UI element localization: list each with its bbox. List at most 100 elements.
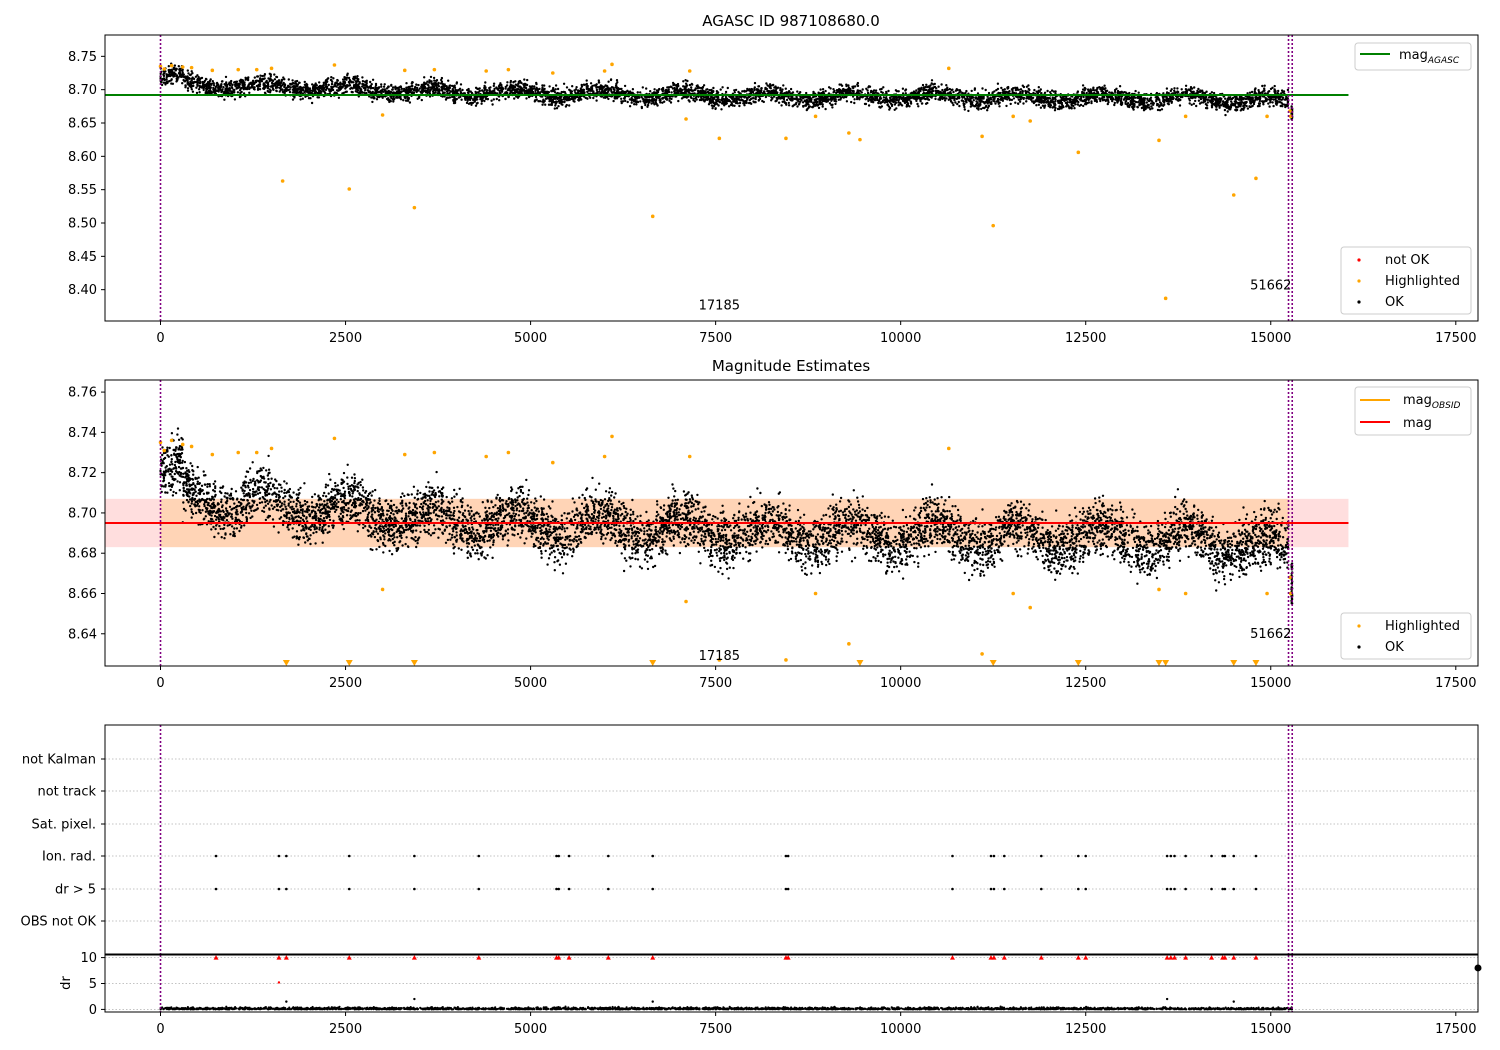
panel1-highlighted-point xyxy=(1163,296,1168,301)
panel2-xtick-label: 12500 xyxy=(1065,676,1106,691)
panel1-highlighted-point xyxy=(402,68,407,73)
flag-point xyxy=(1254,887,1258,891)
flag-point xyxy=(1002,887,1006,891)
panel4-ytick-label: 0 xyxy=(89,1003,97,1018)
flag-point xyxy=(1223,887,1227,891)
panel-dr: 0 2500 5000 7500 10000 12500 15000 17500 0 5 10 dr xyxy=(59,951,1482,1037)
panel2-highlighted-point xyxy=(158,440,163,445)
panel1-highlighted-point xyxy=(650,214,655,219)
flag-point xyxy=(1221,854,1224,858)
panel1-highlighted-point xyxy=(332,63,337,67)
dr-outlier xyxy=(277,981,281,984)
flag-point xyxy=(214,854,218,858)
flag-point xyxy=(567,887,571,891)
flag-point xyxy=(555,887,558,891)
panel1-highlighted-point xyxy=(506,67,511,72)
panel4-xtick-label: 15000 xyxy=(1250,1022,1291,1037)
flag-point xyxy=(651,854,655,858)
panel2-ytick-label: 8.74 xyxy=(68,426,97,441)
panel2-obsid-label: 17185 xyxy=(699,649,740,664)
panel1-highlighted-point xyxy=(484,69,488,73)
panel2-highlighted-point xyxy=(784,658,788,662)
flag-point xyxy=(555,854,558,858)
panel2-xtick-label: 5000 xyxy=(514,676,547,691)
panel2-plot-area: 17185 51662 xyxy=(105,380,1349,666)
flag-point xyxy=(477,854,481,858)
flag-point xyxy=(1173,887,1176,891)
flag-point xyxy=(786,854,790,858)
panel2-ytick-label: 8.70 xyxy=(68,506,97,521)
flag-point xyxy=(1084,854,1088,858)
panel2-ytick-label: 8.66 xyxy=(68,587,97,602)
panel2-highlighted-point xyxy=(269,446,274,451)
legend-ok: OK xyxy=(1385,295,1404,310)
panel1-highlighted-point xyxy=(280,179,285,183)
flag-category-label: not Kalman xyxy=(22,753,96,768)
flag-point xyxy=(1165,887,1169,891)
flag-point xyxy=(651,887,655,891)
panel1-highlighted-point xyxy=(432,67,437,72)
offscale-marker xyxy=(345,660,353,666)
dr-clipped-marker xyxy=(650,955,656,960)
panel2-xtick-label: 7500 xyxy=(699,676,732,691)
flag-point xyxy=(277,854,281,858)
flag-category-label: not track xyxy=(37,785,96,800)
flag-point xyxy=(989,854,993,858)
flag-point xyxy=(989,887,993,891)
panel-flags: not Kalman not track Sat. pixel. Ion. rad. d… xyxy=(21,724,1479,955)
panel1-highlighted-point xyxy=(412,205,417,210)
panel2-highlighted-point xyxy=(684,599,688,604)
panel1-highlighted-point xyxy=(784,136,788,141)
dr-clipped-marker xyxy=(213,955,219,960)
flag-point xyxy=(1165,854,1169,858)
legend-mag: mag xyxy=(1403,416,1432,431)
panel1-legend-line: magAGASC xyxy=(1354,42,1472,71)
panel2-xtick-label: 17500 xyxy=(1435,676,1476,691)
panel2-highlighted-point xyxy=(506,450,511,455)
panel2-highlighted-point xyxy=(1028,605,1033,610)
panel4-xtick-label: 5000 xyxy=(514,1022,547,1037)
panel1-obsid-label: 17185 xyxy=(699,299,740,314)
panel2-highlighted-point xyxy=(980,652,984,656)
panel1-highlighted-point xyxy=(169,63,174,68)
panel1-title: AGASC ID 987108680.0 xyxy=(702,12,880,30)
panel2-ytick-label: 8.68 xyxy=(68,547,97,562)
flag-point xyxy=(1184,854,1187,858)
flag-point xyxy=(1077,854,1080,858)
offscale-marker xyxy=(1162,660,1170,666)
panel1-highlighted-point xyxy=(210,68,215,73)
panel4-axes: 0 2500 5000 7500 10000 12500 15000 17500 0 5 10 xyxy=(80,951,1476,1037)
offscale-marker xyxy=(1155,660,1163,666)
offscale-marker xyxy=(410,660,418,666)
panel1-ytick-label: 8.55 xyxy=(68,183,97,198)
flag-point xyxy=(1040,887,1043,891)
panel1-xtick-label: 12500 xyxy=(1065,331,1106,346)
flag-point xyxy=(1084,887,1088,891)
panel2-highlighted-point xyxy=(1157,587,1161,592)
panel1-highlighted-point xyxy=(1028,119,1033,123)
dr-clipped-marker xyxy=(1222,955,1228,960)
flag-point xyxy=(557,887,561,891)
panel1-highlighted-point xyxy=(162,67,167,71)
panel1-frame xyxy=(104,34,1479,322)
flag-point xyxy=(567,854,571,858)
panel1-highlighted-point xyxy=(1011,114,1015,119)
flag-point xyxy=(1184,887,1187,891)
flag-category-label: Ion. rad. xyxy=(42,850,96,865)
panel2-highlighted-point xyxy=(687,454,692,459)
flag-point xyxy=(413,887,416,891)
panel1-xtick-label: 10000 xyxy=(880,331,921,346)
panel1-xtick-label: 17500 xyxy=(1435,331,1476,346)
flag-point xyxy=(951,854,954,858)
panel2-highlighted-point xyxy=(610,434,614,439)
panel1-highlighted-point xyxy=(254,67,259,72)
panel4-ytick-label: 10 xyxy=(80,951,97,966)
panel1-highlighted-point xyxy=(1076,150,1081,155)
panel1-xtick-label: 7500 xyxy=(699,331,732,346)
flag-point xyxy=(214,887,218,891)
panel2-highlighted-point xyxy=(236,450,241,455)
dr-outlier xyxy=(1232,1000,1235,1003)
dr-clipped-marker xyxy=(1231,955,1237,960)
flag-point xyxy=(1221,887,1224,891)
panel2-ytick-label: 8.72 xyxy=(68,466,97,481)
